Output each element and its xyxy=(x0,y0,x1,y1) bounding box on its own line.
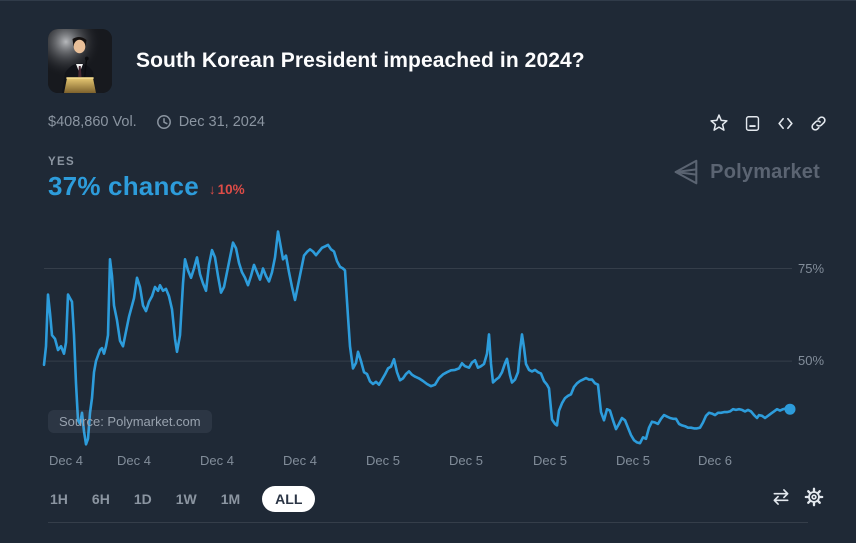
x-axis-label: Dec 4 xyxy=(117,453,151,468)
x-axis-label: Dec 5 xyxy=(366,453,400,468)
market-title: South Korean President impeached in 2024… xyxy=(136,49,585,72)
range-button-6h[interactable]: 6H xyxy=(91,491,110,507)
volume-text: $408,860 Vol. xyxy=(48,114,137,130)
compare-swap-icon[interactable] xyxy=(771,487,791,507)
delta-value: 10% xyxy=(217,182,245,198)
range-button-1h[interactable]: 1H xyxy=(50,491,68,507)
price-chart-svg[interactable] xyxy=(42,226,796,448)
time-range-selector: 1H 6H 1D 1W 1M ALL xyxy=(48,485,316,513)
market-meta-row: $408,860 Vol. Dec 31, 2024 xyxy=(48,114,265,130)
x-axis-label: Dec 4 xyxy=(200,453,234,468)
embed-card-icon[interactable] xyxy=(742,113,762,133)
bottom-divider xyxy=(48,522,808,523)
range-button-1m[interactable]: 1M xyxy=(220,491,241,507)
delta-down-arrow-icon: ↓ xyxy=(208,182,216,198)
x-axis-label: Dec 5 xyxy=(616,453,650,468)
end-date-text: Dec 31, 2024 xyxy=(178,114,265,130)
price-chart: Source: Polymarket.com 75% 50% Dec 4 Dec 4 D… xyxy=(42,226,856,471)
chart-footer-actions xyxy=(771,487,824,507)
star-icon[interactable] xyxy=(709,113,729,133)
clock-icon xyxy=(156,114,172,130)
price-row: 37% chance ↓ 10% xyxy=(48,171,245,201)
link-icon[interactable] xyxy=(808,113,828,133)
x-axis-label: Dec 6 xyxy=(698,453,732,468)
y-axis-label: 50% xyxy=(798,353,825,369)
market-avatar xyxy=(48,29,112,93)
x-axis-label: Dec 5 xyxy=(449,453,483,468)
current-price-dot xyxy=(784,403,796,415)
range-button-1w[interactable]: 1W xyxy=(175,491,197,507)
range-button-1d[interactable]: 1D xyxy=(133,491,152,507)
x-axis-label: Dec 5 xyxy=(533,453,567,468)
polymarket-logo-icon xyxy=(674,159,698,185)
settings-gear-icon[interactable] xyxy=(804,487,824,507)
outcome-label: YES xyxy=(48,156,75,168)
y-axis-label: 75% xyxy=(798,260,825,276)
polymarket-wordmark: Polymarket xyxy=(710,160,820,183)
range-button-all[interactable]: ALL xyxy=(262,486,316,512)
x-axis-label: Dec 4 xyxy=(49,453,83,468)
market-avatar-image xyxy=(48,29,112,93)
header-actions xyxy=(709,113,828,133)
price-line-series xyxy=(42,230,792,446)
chance-value: 37% chance xyxy=(48,171,199,201)
embed-code-icon[interactable] xyxy=(775,113,795,133)
polymarket-brand: Polymarket xyxy=(671,157,820,187)
price-delta: ↓ 10% xyxy=(209,182,245,200)
x-axis-label: Dec 4 xyxy=(283,453,317,468)
source-badge: Source: Polymarket.com xyxy=(48,410,212,433)
